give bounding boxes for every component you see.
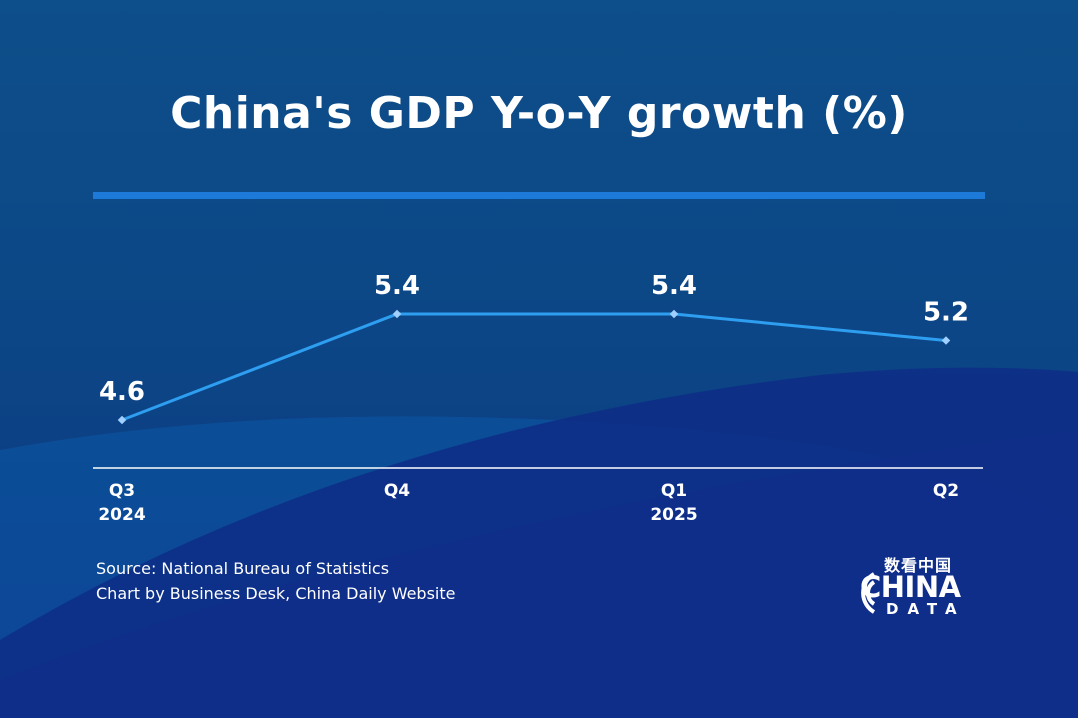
x-tick-label: Q1 [661, 481, 687, 501]
china-data-logo: 数看中国 CHINA DATA [838, 550, 978, 622]
credit-text: Chart by Business Desk, China Daily Webs… [96, 584, 456, 603]
logo-sub-text: DATA [886, 600, 966, 618]
data-point [117, 415, 127, 425]
data-point [669, 309, 679, 319]
footer: Source: National Bureau of Statistics Ch… [96, 556, 455, 606]
logo-chinese-text: 数看中国 [884, 556, 953, 575]
data-point [941, 336, 951, 345]
title-divider [93, 192, 985, 199]
data-label: 4.6 [99, 377, 145, 407]
chart-title: China's GDP Y-o-Y growth (%) [170, 88, 908, 139]
data-label: 5.2 [923, 298, 969, 328]
series-line [121, 312, 947, 422]
x-tick-label: Q2 [933, 481, 959, 501]
data-label: 5.4 [651, 271, 697, 301]
x-tick-year-label: 2024 [98, 505, 145, 525]
logo-main-text: CHINA [860, 570, 961, 604]
x-tick-label: Q3 [109, 481, 135, 501]
data-label: 5.4 [374, 271, 420, 301]
source-text: Source: National Bureau of Statistics [96, 559, 390, 578]
data-point [392, 309, 402, 319]
x-tick-label: Q4 [384, 481, 410, 501]
signal-arcs-icon [861, 572, 876, 614]
x-tick-year-label: 2025 [650, 505, 697, 525]
